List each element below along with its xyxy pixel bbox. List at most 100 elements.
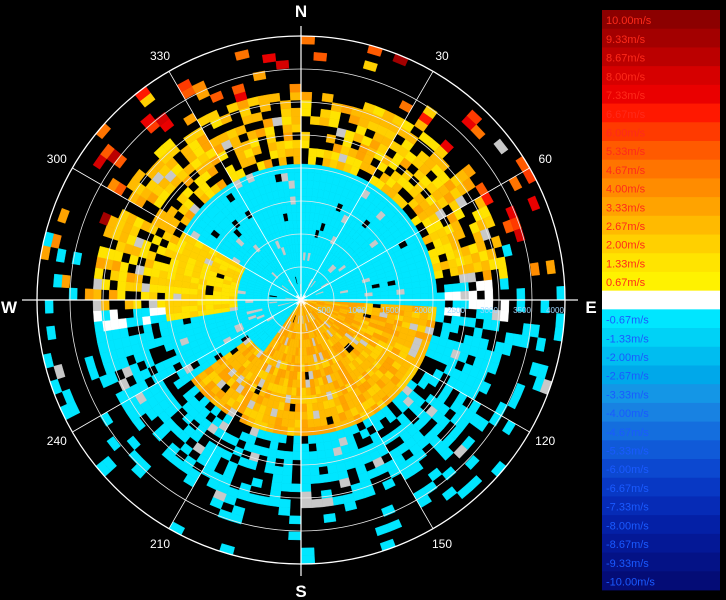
velocity-cell	[289, 83, 302, 93]
velocity-cell	[374, 523, 391, 537]
velocity-cell	[300, 491, 312, 501]
colorbar-label: -7.33m/s	[606, 502, 649, 514]
velocity-cell	[280, 172, 289, 182]
velocity-cell	[269, 489, 282, 500]
velocity-cell	[206, 109, 220, 123]
radar-velocity-display: 500 1000 1500 2000 2500 3000 3500 4000 30 60 120 1…	[0, 2, 597, 600]
colorbar-swatch	[602, 459, 720, 479]
velocity-cell	[319, 116, 331, 127]
velocity-cell	[475, 280, 485, 292]
velocity-cell	[109, 269, 120, 282]
velocity-cell	[300, 379, 306, 389]
velocity-cell	[209, 90, 224, 103]
colorbar-label: 7.33m/s	[606, 90, 646, 102]
velocity-cell	[264, 464, 275, 475]
velocity-cell	[292, 443, 302, 453]
range-tick-label: 1000	[348, 306, 366, 315]
velocity-cell	[212, 299, 222, 305]
velocity-cell	[293, 155, 302, 165]
velocity-cell	[93, 320, 104, 333]
velocity-cell	[545, 259, 556, 275]
velocity-cell	[133, 273, 144, 284]
velocity-cell	[493, 138, 509, 155]
velocity-cell	[294, 187, 302, 197]
velocity-cell	[321, 92, 334, 103]
velocity-cell	[556, 285, 566, 301]
velocity-cell	[188, 288, 198, 295]
velocity-cell	[460, 290, 470, 301]
velocity-cell	[128, 449, 143, 465]
velocity-cell	[443, 283, 454, 293]
range-tick-label: 500	[317, 306, 331, 315]
velocity-cell	[46, 325, 57, 341]
velocity-cell	[300, 107, 312, 117]
velocity-cell	[316, 449, 327, 460]
velocity-cell	[220, 295, 230, 301]
colorbar-label: -10.00m/s	[606, 577, 655, 589]
velocity-cell	[311, 498, 323, 508]
azimuth-spoke	[72, 299, 302, 433]
velocity-cell	[125, 317, 136, 328]
velocity-cell	[450, 315, 461, 326]
velocity-cell	[288, 531, 302, 541]
velocity-cell	[439, 139, 454, 154]
velocity-cell	[462, 163, 476, 178]
velocity-cell	[411, 280, 421, 289]
velocity-cell	[284, 139, 294, 150]
velocity-cell	[289, 91, 302, 101]
velocity-cell	[217, 508, 233, 521]
velocity-cell	[499, 310, 509, 322]
velocity-cell	[288, 179, 296, 189]
velocity-cell	[330, 102, 343, 113]
velocity-cell	[126, 435, 141, 451]
velocity-cell	[173, 378, 185, 390]
velocity-cell	[309, 458, 319, 469]
velocity-cell	[95, 256, 106, 269]
colorbar-swatch	[602, 384, 720, 404]
velocity-cell	[231, 83, 246, 95]
colorbar-label: 2.67m/s	[606, 221, 646, 233]
velocity-cell	[404, 299, 414, 307]
velocity-cell	[275, 449, 286, 460]
velocity-cell	[284, 147, 294, 158]
velocity-cell	[157, 277, 167, 287]
velocity-cell	[396, 294, 406, 301]
velocity-cell	[300, 139, 310, 149]
colorbar-label: -6.67m/s	[606, 483, 649, 495]
velocity-cell	[290, 203, 297, 213]
velocity-cell	[281, 474, 293, 484]
range-tick-label: 2500	[447, 306, 465, 315]
colorbar-swatch	[602, 47, 720, 67]
velocity-cell	[456, 484, 473, 500]
velocity-cell	[156, 284, 166, 294]
velocity-cell	[294, 171, 302, 181]
velocity-cell	[172, 286, 182, 294]
velocity-cell	[295, 195, 302, 205]
velocity-cell	[275, 60, 290, 70]
velocity-cell	[308, 450, 318, 461]
colorbar-label: 6.67m/s	[606, 109, 646, 121]
velocity-cell	[283, 458, 293, 469]
colorbar-label: 5.33m/s	[606, 146, 646, 158]
velocity-cell	[372, 299, 382, 305]
velocity-cell	[459, 282, 470, 292]
velocity-cell	[287, 171, 295, 181]
velocity-cell	[309, 474, 321, 484]
velocity-cell	[472, 327, 483, 339]
velocity-cell	[61, 274, 71, 289]
velocity-cell	[97, 245, 109, 259]
velocity-cell	[381, 504, 396, 517]
velocity-cell	[452, 291, 462, 301]
velocity-cell	[466, 109, 483, 125]
velocity-cell	[304, 363, 309, 373]
velocity-cell	[204, 299, 214, 306]
velocity-cell	[422, 105, 438, 120]
velocity-cell	[323, 440, 333, 451]
velocity-cell	[154, 112, 170, 127]
velocity-cell	[320, 489, 333, 500]
azimuth-label: 330	[150, 49, 170, 63]
colorbar-swatch	[602, 10, 720, 30]
colorbar-label: 8.67m/s	[606, 53, 646, 65]
velocity-cell	[216, 178, 228, 191]
velocity-cell	[527, 195, 541, 212]
